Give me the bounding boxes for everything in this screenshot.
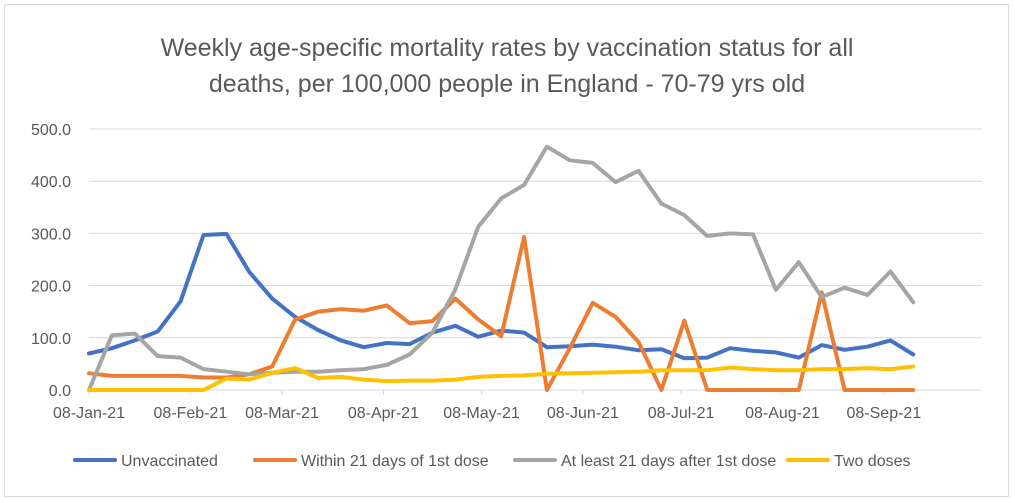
legend-label: Unvaccinated [121, 453, 218, 470]
x-tick-label: 08-Jun-21 [547, 405, 619, 422]
y-tick-label: 0.0 [49, 383, 71, 400]
x-tick-label: 08-Jan-21 [53, 405, 125, 422]
y-tick-label: 500.0 [31, 122, 71, 139]
legend: Unvaccinated Within 21 days of 1st dose At… [73, 453, 910, 470]
series-line-two-doses [87, 364, 916, 392]
series-line-at-least-21-days-after-1st-dose [87, 144, 916, 392]
series-line-unvaccinated [87, 231, 916, 361]
legend-label: At least 21 days after 1st dose [561, 453, 776, 470]
x-tick-label: 08-Mar-21 [245, 405, 319, 422]
chart: Weekly age-specific mortality rates by v… [31, 34, 982, 470]
y-tick-label: 100.0 [31, 331, 71, 348]
x-tick-label: 08-Sep-21 [847, 405, 922, 422]
x-tick-label: 08-Feb-21 [153, 405, 227, 422]
x-tick-label: 08-Aug-21 [745, 405, 820, 422]
x-tick-label: 08-May-21 [443, 405, 520, 422]
chart-frame: Weekly age-specific mortality rates by v… [4, 4, 1009, 497]
y-axis-ticks: 0.0 100.0 200.0 300.0 400.0 500.0 [31, 122, 71, 400]
x-axis-ticks: 08-Jan-21 08-Feb-21 08-Mar-21 08-Apr-21 08-M… [53, 390, 921, 422]
title-line-1: Weekly age-specific mortality rates by v… [161, 34, 854, 62]
y-tick-label: 300.0 [31, 226, 71, 243]
gridlines [89, 128, 982, 391]
y-tick-label: 200.0 [31, 279, 71, 296]
chart-title: Weekly age-specific mortality rates by v… [161, 34, 854, 98]
legend-label: Within 21 days of 1st dose [301, 453, 489, 470]
title-line-2: deaths, per 100,000 people in England - … [209, 70, 805, 98]
x-tick-label: 08-Jul-21 [648, 405, 715, 422]
series-lines [87, 144, 916, 392]
x-tick-label: 08-Apr-21 [348, 405, 419, 422]
y-tick-label: 400.0 [31, 174, 71, 191]
legend-label: Two doses [834, 453, 910, 470]
series-line-within-21-days-of-1st-dose [87, 235, 916, 392]
